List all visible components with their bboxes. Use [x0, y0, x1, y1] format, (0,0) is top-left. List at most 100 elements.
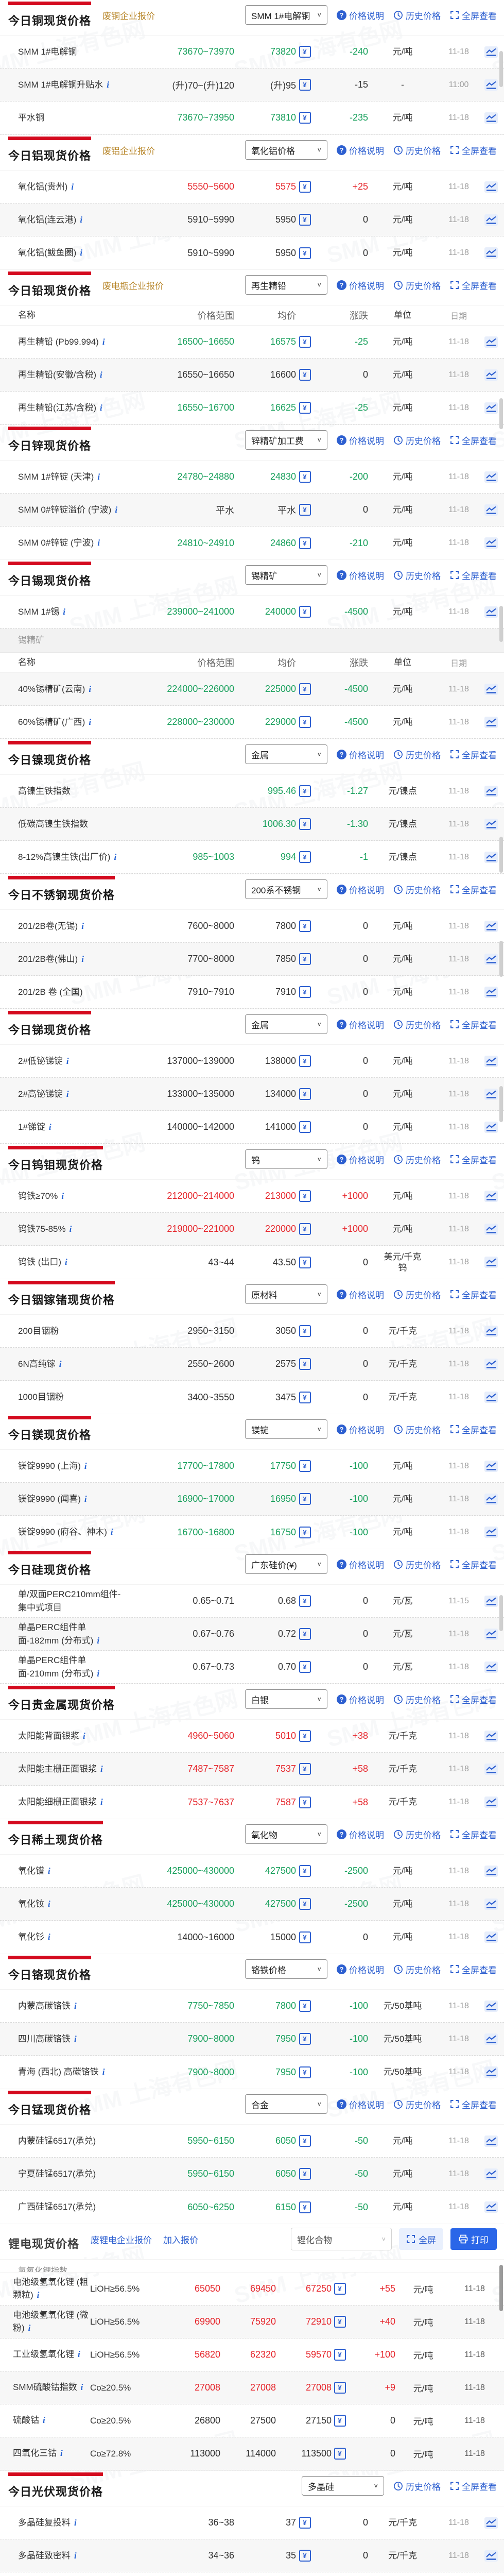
tool-link-history[interactable]: 历史价格 — [393, 1963, 441, 1976]
yen-price-icon[interactable]: ¥ — [299, 986, 311, 998]
info-icon[interactable]: i — [69, 1224, 72, 1234]
info-icon[interactable]: i — [65, 1257, 67, 1267]
chart-link[interactable] — [480, 1358, 501, 1370]
tool-link-history[interactable]: 历史价格 — [393, 9, 441, 22]
chart-link[interactable] — [480, 112, 501, 124]
yen-price-icon[interactable]: ¥ — [334, 2448, 346, 2460]
chart-link[interactable] — [480, 1628, 501, 1640]
scrollbar-thumb[interactable] — [499, 837, 503, 873]
scrollbar-thumb[interactable] — [499, 941, 503, 977]
chart-link[interactable] — [480, 2168, 501, 2180]
chart-link[interactable] — [480, 369, 501, 381]
info-icon[interactable]: i — [84, 1461, 87, 1471]
chart-link[interactable] — [480, 214, 501, 226]
category-dropdown[interactable]: 广东硅价(¥) ∨ — [245, 1554, 327, 1574]
tool-link-fullscreen[interactable]: 全屏查看 — [450, 748, 497, 761]
chart-link[interactable] — [480, 986, 501, 998]
yen-price-icon[interactable]: ¥ — [299, 1256, 311, 1268]
info-icon[interactable]: i — [61, 1191, 64, 1201]
yen-price-icon[interactable]: ¥ — [299, 1325, 311, 1337]
info-icon[interactable]: i — [71, 181, 74, 192]
tool-link-history[interactable]: 历史价格 — [393, 883, 441, 896]
chart-link[interactable] — [480, 2033, 501, 2045]
chart-link[interactable] — [480, 1325, 501, 1337]
yen-price-icon[interactable]: ¥ — [299, 1730, 311, 1742]
tool-link-history[interactable]: 历史价格 — [393, 748, 441, 761]
info-icon[interactable]: i — [80, 248, 83, 258]
category-dropdown[interactable]: 钨 ∨ — [245, 1149, 327, 1169]
quote-link-gold[interactable]: 废铜企业报价 — [102, 11, 155, 21]
info-icon[interactable]: i — [63, 606, 66, 617]
tool-link-note[interactable]: ? 价格说明 — [337, 1828, 384, 1841]
chart-link[interactable] — [480, 2135, 501, 2147]
yen-price-icon[interactable]: ¥ — [299, 79, 311, 91]
category-dropdown[interactable]: 金属 ∨ — [245, 1014, 327, 1034]
chart-link[interactable] — [480, 818, 501, 830]
chart-link[interactable] — [480, 1223, 501, 1235]
tool-link-note[interactable]: ? 价格说明 — [337, 1423, 384, 1436]
yen-price-icon[interactable]: ¥ — [299, 785, 311, 797]
yen-price-icon[interactable]: ¥ — [299, 46, 311, 58]
yen-price-icon[interactable]: ¥ — [299, 181, 311, 193]
tool-link-note[interactable]: ? 价格说明 — [337, 569, 384, 582]
tool-link-fullscreen[interactable]: 全屏查看 — [450, 1423, 497, 1436]
tool-link-note[interactable]: ? 价格说明 — [337, 9, 384, 22]
tool-link-fullscreen[interactable]: 全屏查看 — [450, 434, 497, 447]
chart-link[interactable] — [480, 181, 501, 193]
tool-link-history[interactable]: 历史价格 — [393, 569, 441, 582]
category-dropdown[interactable]: 200系不锈钢 ∨ — [245, 879, 327, 899]
tool-link-fullscreen[interactable]: 全屏查看 — [450, 1828, 497, 1841]
chart-link[interactable] — [480, 46, 501, 58]
tool-link-note[interactable]: ? 价格说明 — [337, 748, 384, 761]
chart-link[interactable] — [480, 537, 501, 549]
tool-link-note[interactable]: ? 价格说明 — [337, 1153, 384, 1166]
fullscreen-button[interactable]: 全屏 — [399, 2228, 443, 2250]
category-dropdown[interactable]: SMM 1#电解铜 ∨ — [245, 5, 327, 25]
tool-link-fullscreen[interactable]: 全屏查看 — [450, 1153, 497, 1166]
chart-link[interactable] — [480, 2517, 501, 2529]
chart-link[interactable] — [480, 1763, 501, 1775]
yen-price-icon[interactable]: ¥ — [299, 2033, 311, 2045]
chart-link[interactable] — [480, 1898, 501, 1910]
chart-link[interactable] — [480, 2550, 501, 2562]
quote-link-gold[interactable]: 废电瓶企业报价 — [102, 281, 164, 291]
yen-price-icon[interactable]: ¥ — [299, 2201, 311, 2213]
chart-link[interactable] — [480, 1392, 501, 1403]
chart-link[interactable] — [480, 2000, 501, 2012]
info-icon[interactable]: i — [84, 1494, 87, 1504]
chart-link[interactable] — [480, 1190, 501, 1202]
yen-price-icon[interactable]: ¥ — [334, 2415, 346, 2427]
info-icon[interactable]: i — [115, 504, 118, 515]
print-button[interactable]: 打印 — [450, 2228, 497, 2250]
tool-link-note[interactable]: ? 价格说明 — [337, 883, 384, 896]
yen-price-icon[interactable]: ¥ — [299, 1628, 311, 1640]
quote-link-blue[interactable]: 加入报价 — [163, 2235, 199, 2245]
info-icon[interactable]: i — [100, 402, 102, 413]
yen-price-icon[interactable]: ¥ — [299, 1088, 311, 1100]
chart-link[interactable] — [480, 1595, 501, 1607]
tool-link-history[interactable]: 历史价格 — [393, 1828, 441, 1841]
yen-price-icon[interactable]: ¥ — [299, 112, 311, 124]
chart-link[interactable] — [480, 336, 501, 348]
info-icon[interactable]: i — [48, 1866, 50, 1876]
tool-link-history[interactable]: 历史价格 — [393, 2480, 441, 2493]
info-icon[interactable]: i — [37, 2290, 40, 2300]
chart-link[interactable] — [480, 851, 501, 863]
yen-price-icon[interactable]: ¥ — [299, 471, 311, 483]
category-dropdown[interactable]: 锌精矿加工费 ∨ — [245, 430, 327, 450]
yen-price-icon[interactable]: ¥ — [299, 504, 311, 516]
chart-link[interactable] — [480, 504, 501, 516]
info-icon[interactable]: i — [43, 2415, 45, 2426]
yen-price-icon[interactable]: ¥ — [299, 851, 311, 863]
category-dropdown[interactable]: 金属 ∨ — [245, 744, 327, 764]
tool-link-note[interactable]: ? 价格说明 — [337, 144, 384, 157]
yen-price-icon[interactable]: ¥ — [299, 1055, 311, 1067]
tool-link-fullscreen[interactable]: 全屏查看 — [450, 2480, 497, 2493]
category-dropdown[interactable]: 锡精矿 ∨ — [245, 565, 327, 585]
info-icon[interactable]: i — [89, 717, 92, 727]
chart-link[interactable] — [480, 1730, 501, 1742]
tool-link-fullscreen[interactable]: 全屏查看 — [450, 569, 497, 582]
yen-price-icon[interactable]: ¥ — [299, 1898, 311, 1910]
category-dropdown[interactable]: 原材料 ∨ — [245, 1284, 327, 1304]
info-icon[interactable]: i — [114, 852, 117, 862]
